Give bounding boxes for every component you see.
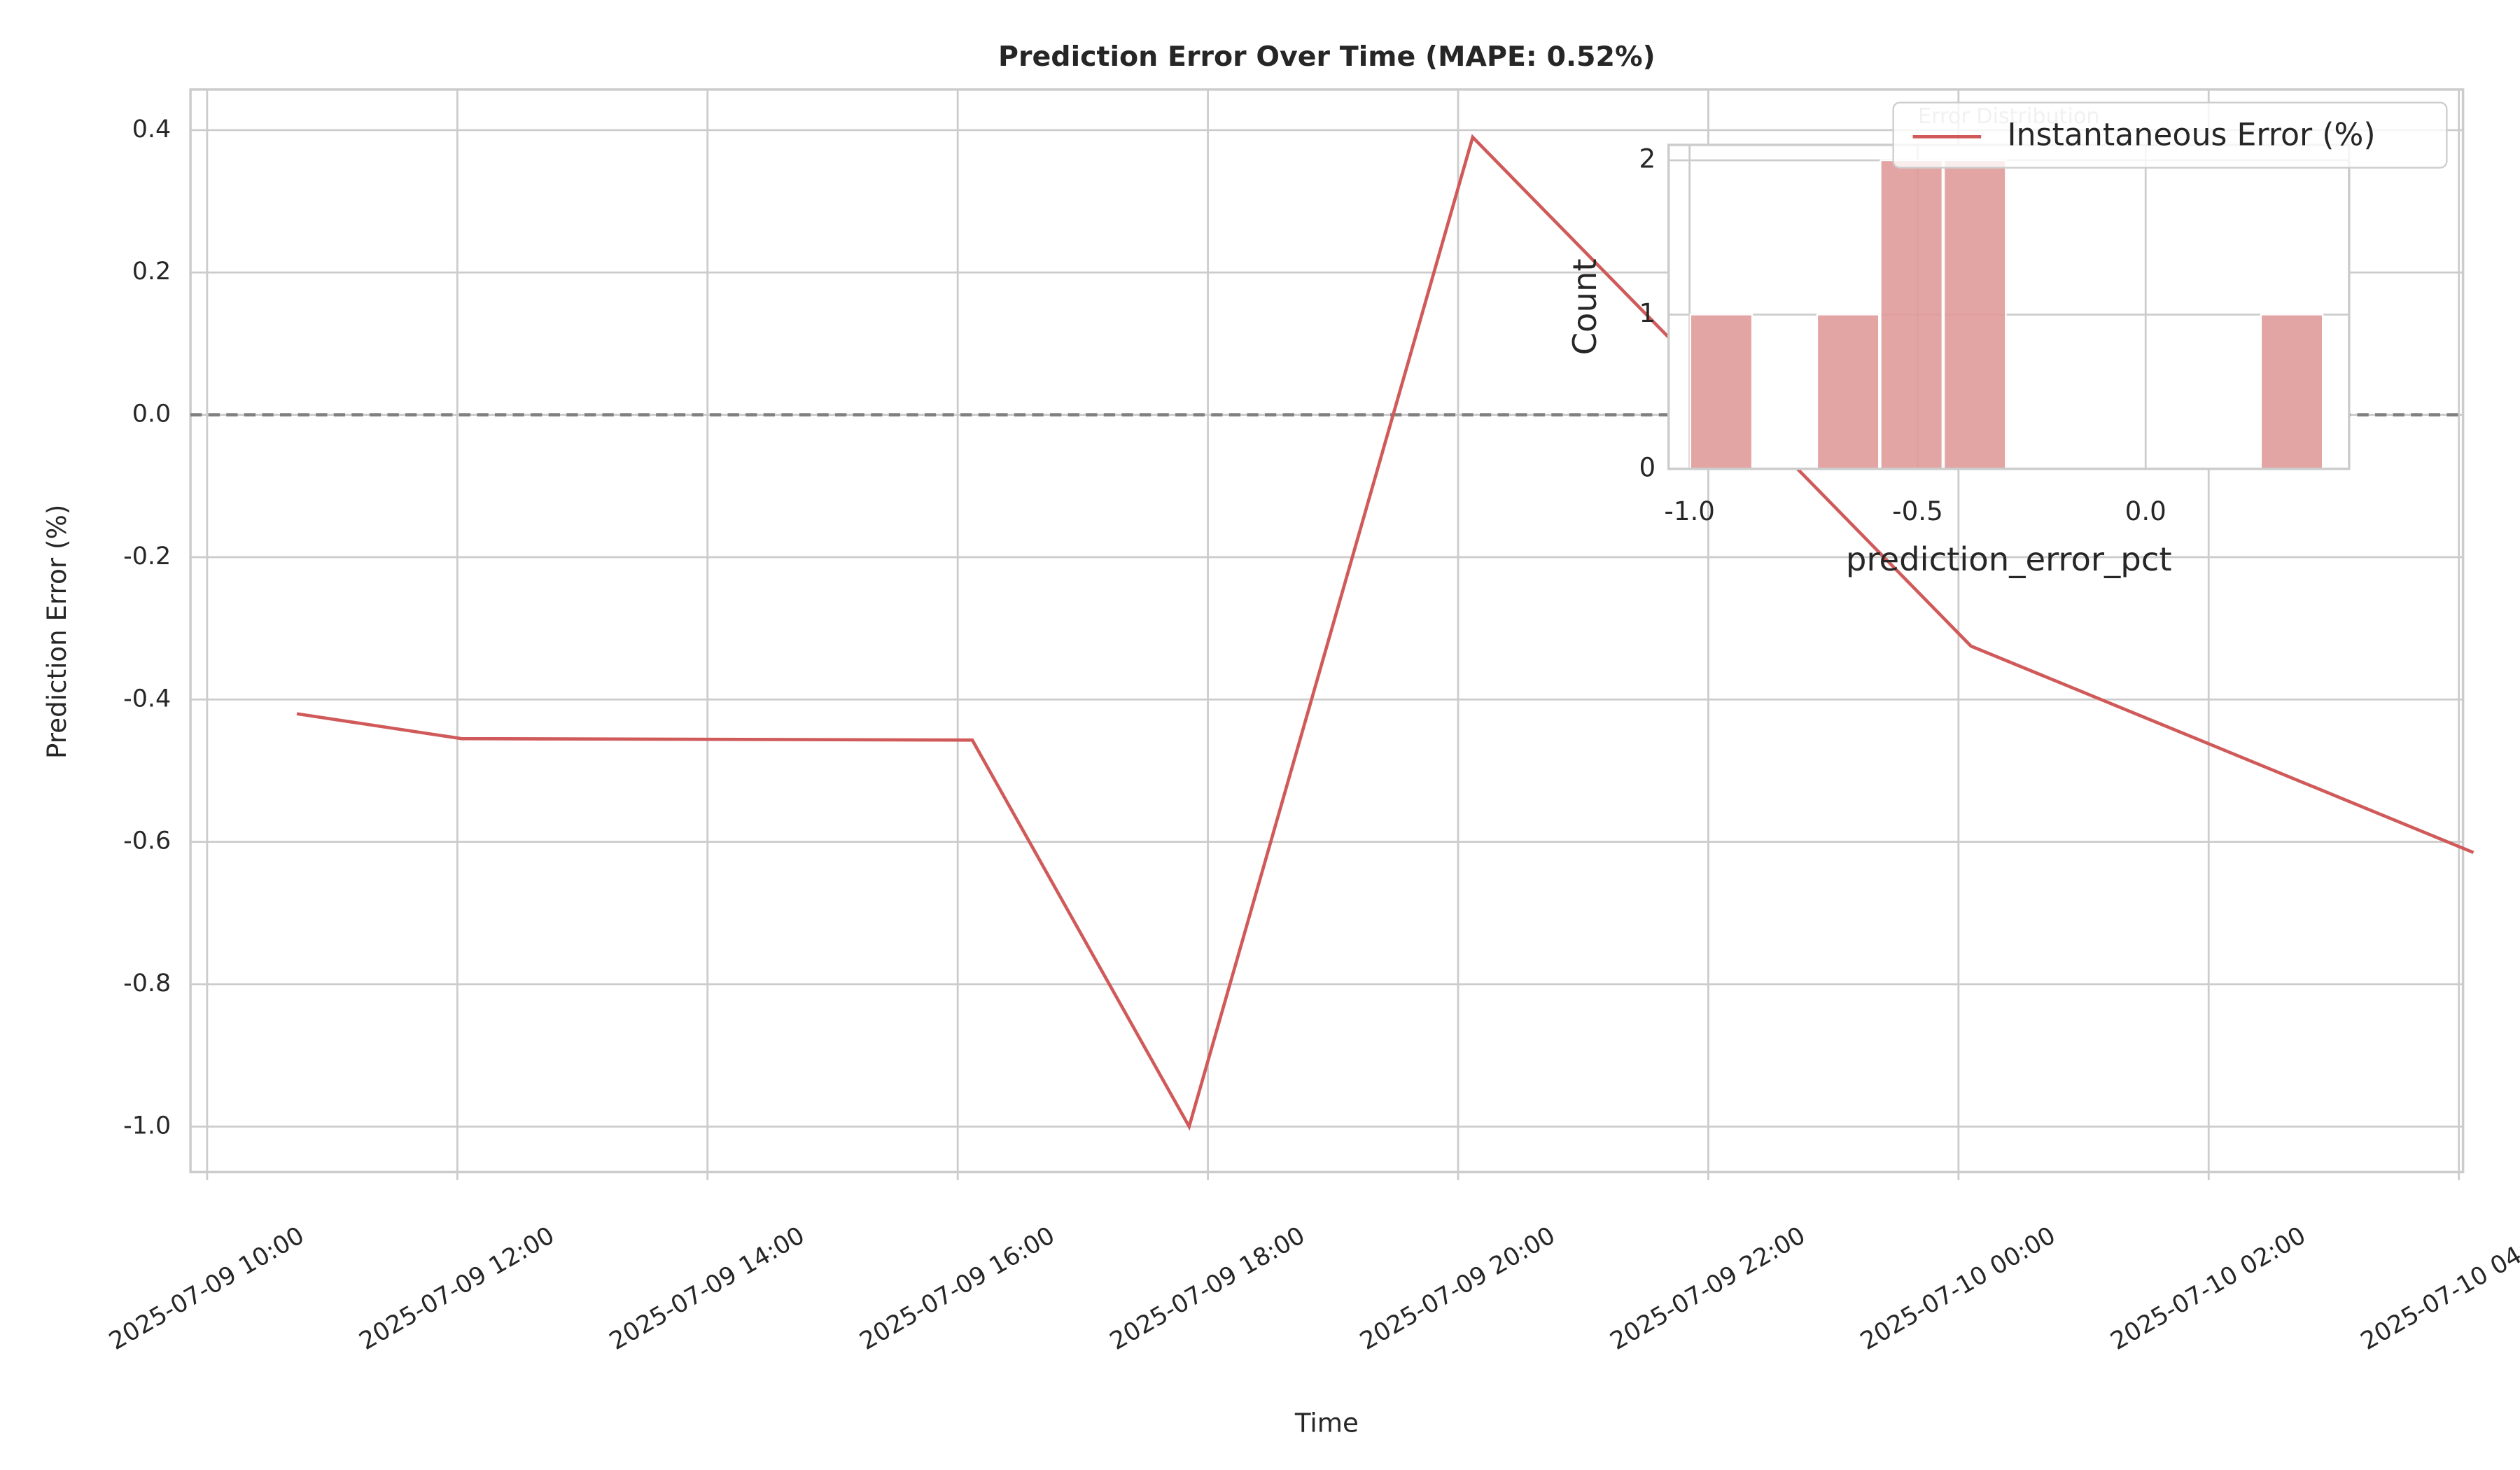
x-tick-label: 2025-07-10 00:00 xyxy=(1856,1222,2060,1356)
y-tick-label: 0 xyxy=(1639,451,1656,482)
inset-y-label: Count xyxy=(1566,258,1604,355)
y-tick-label: -0.4 xyxy=(123,685,171,713)
y-axis-label: Prediction Error (%) xyxy=(41,505,72,759)
y-tick-label: 0.4 xyxy=(132,115,171,144)
x-tick-label: 2025-07-09 18:00 xyxy=(1105,1222,1310,1356)
y-tick-label: -0.6 xyxy=(123,827,171,855)
x-tick-label: 2025-07-10 04:00 xyxy=(2356,1222,2520,1356)
y-tick-label: 2 xyxy=(1639,144,1656,174)
histogram-bar xyxy=(1816,314,1880,470)
legend-box xyxy=(1892,102,2448,169)
line-series xyxy=(296,134,2474,1131)
x-tick-label: 2025-07-09 22:00 xyxy=(1606,1222,1810,1356)
chart-title: Prediction Error Over Time (MAPE: 0.52%) xyxy=(998,41,1656,73)
x-tick-label: 2025-07-09 16:00 xyxy=(855,1222,1060,1356)
y-tick-label: -1.0 xyxy=(123,1112,171,1140)
legend-label: Instantaneous Error (%) xyxy=(2007,117,2375,153)
x-tick-label: 2025-07-09 12:00 xyxy=(355,1222,559,1356)
x-tick-label: 2025-07-09 14:00 xyxy=(605,1222,809,1356)
x-tick-label: 2025-07-09 20:00 xyxy=(1355,1222,1560,1356)
y-tick-label: -0.2 xyxy=(123,542,171,570)
inset-background xyxy=(1668,144,2349,469)
histogram-bar xyxy=(1879,159,1943,470)
histogram-bar xyxy=(1689,314,1754,470)
x-tick-label: 2025-07-09 10:00 xyxy=(104,1222,309,1356)
y-tick-label: 0.0 xyxy=(132,400,171,428)
x-tick-label: -0.5 xyxy=(1892,496,1943,526)
y-tick-label: 0.2 xyxy=(132,258,171,286)
y-tick-label: -0.8 xyxy=(123,969,171,997)
x-tick-label: -1.0 xyxy=(1664,496,1715,526)
histogram-bar xyxy=(2260,314,2324,470)
y-tick-label: 1 xyxy=(1639,298,1656,328)
inset-x-label: prediction_error_pct xyxy=(1846,540,2172,578)
plot-frame xyxy=(189,88,2465,1174)
x-tick-label: 0.0 xyxy=(2125,496,2166,526)
histogram-bar xyxy=(1942,159,2007,470)
x-axis-label: Time xyxy=(1294,1407,1359,1438)
x-tick-label: 2025-07-10 02:00 xyxy=(2106,1222,2311,1356)
